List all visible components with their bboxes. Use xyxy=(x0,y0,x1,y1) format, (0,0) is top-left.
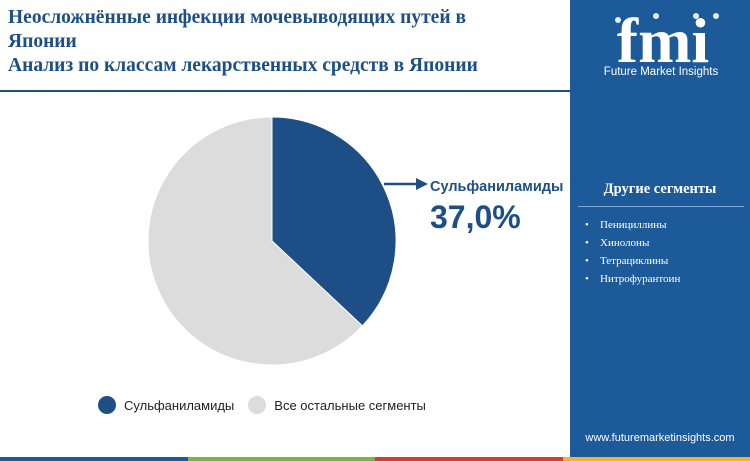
other-segments-heading: Другие сегменты xyxy=(603,181,717,197)
callout-arrowhead xyxy=(416,178,428,190)
legend-item-other: Все остальные сегменты xyxy=(248,396,426,414)
segment-item: Тетрациклины xyxy=(582,252,680,270)
bar-segment-blue xyxy=(0,457,188,461)
bar-segment-yellow xyxy=(562,457,750,461)
title-line-3: Анализ по классам лекарственных средств … xyxy=(8,55,478,76)
bar-segment-green xyxy=(187,457,375,461)
bar-segment-red xyxy=(375,457,563,461)
pie-chart xyxy=(147,116,428,366)
legend-label-sulfonamides: Сульфаниламиды xyxy=(124,397,235,413)
pie-slice-1 xyxy=(147,116,364,366)
other-segments-list: Пенициллины Хинолоны Тетрациклины Нитроф… xyxy=(582,216,680,288)
other-segments-divider xyxy=(578,206,744,207)
legend-swatch-sulfonamides xyxy=(98,396,116,414)
title-divider xyxy=(0,90,570,92)
legend-item-sulfonamides: Сульфаниламиды xyxy=(98,396,234,414)
segment-item: Пенициллины xyxy=(582,216,680,234)
callout-label: Сульфаниламиды xyxy=(430,179,564,195)
segment-item: Нитрофурантоин xyxy=(582,270,680,288)
website-url: www.futuremarketinsights.com xyxy=(585,432,735,444)
title-line-2: Японии xyxy=(8,31,77,52)
title-line-1: Неосложнённые инфекции мочевыводящих пут… xyxy=(8,7,466,28)
pie-slice-0 xyxy=(271,116,397,327)
chart-title: Неосложнённые инфекции мочевыводящих пут… xyxy=(8,6,563,78)
logo-subtitle: Future Market Insights xyxy=(603,66,719,78)
segment-item: Хинолоны xyxy=(582,234,680,252)
fmi-logo: fmi xyxy=(604,5,719,76)
legend-swatch-other xyxy=(248,396,267,414)
bottom-color-bar xyxy=(0,457,750,461)
legend-label-other: Все остальные сегменты xyxy=(274,397,426,413)
callout-value: 37,0% xyxy=(430,199,521,235)
chart-legend: Сульфаниламиды Все остальные сегменты xyxy=(98,396,440,414)
